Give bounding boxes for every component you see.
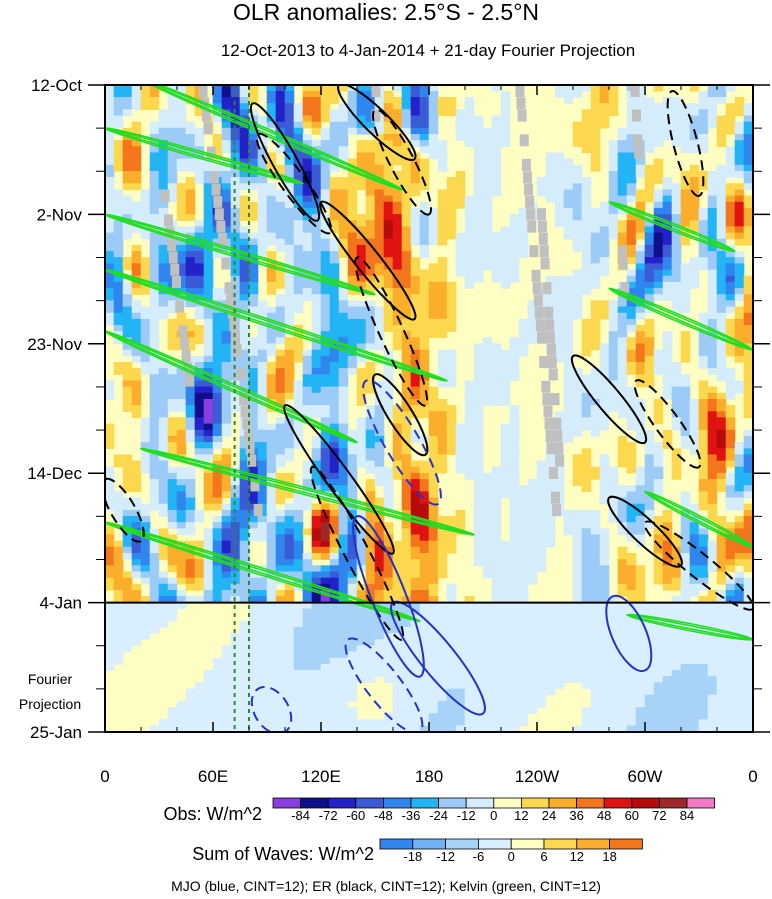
obs-colorbar-box-3 bbox=[355, 797, 384, 809]
obs-colorbar-label-9: 24 bbox=[542, 808, 556, 823]
er-contour-9 bbox=[570, 354, 648, 445]
er-contour-13 bbox=[666, 90, 705, 197]
x-tick-label-4: 120W bbox=[515, 767, 559, 786]
chart-subtitle: 12-Oct-2013 to 4-Jan-2014 + 21-day Fouri… bbox=[221, 41, 635, 60]
obs-colorbar-label-1: -72 bbox=[319, 808, 338, 823]
obs-colorbar-box-2 bbox=[327, 797, 357, 809]
obs-colorbar-label-4: -36 bbox=[402, 808, 421, 823]
waves-colorbar-title: Sum of Waves: W/m^2 bbox=[192, 844, 374, 864]
y-tick-label-5: 25-Jan bbox=[30, 723, 82, 742]
y-tick-label-1: 2-Nov bbox=[37, 205, 83, 224]
projection-label-line2: Projection bbox=[19, 696, 81, 712]
waves-colorbar-box-3 bbox=[477, 838, 512, 850]
obs-colorbar-label-0: -84 bbox=[291, 808, 310, 823]
x-tick-label-0: 0 bbox=[100, 767, 109, 786]
obs-colorbar: -84 -72 -60 -48 -36 -24 -12 0 12 24 36 48 60 72 84 bbox=[272, 797, 716, 823]
kelvin-contour-inner-2 bbox=[105, 213, 376, 296]
waves-colorbar-label-2: -6 bbox=[473, 849, 485, 864]
obs-colorbar-box-0 bbox=[272, 797, 302, 809]
mjo-contour-2 bbox=[605, 594, 653, 673]
er-contour-8 bbox=[309, 465, 405, 641]
chart-title: OLR anomalies: 2.5°S - 2.5°N bbox=[233, 0, 539, 25]
axes: 0 60E 120E 180 120W 60W 0 12-Oct 2-Nov 23-Nov 14-D… bbox=[27, 76, 770, 786]
x-tick-label-2: 120E bbox=[301, 767, 341, 786]
waves-colorbar-label-3: 0 bbox=[508, 849, 515, 864]
obs-colorbar-box-6 bbox=[438, 797, 467, 809]
obs-colorbar-box-5 bbox=[410, 797, 440, 809]
obs-colorbar-label-8: 12 bbox=[514, 808, 528, 823]
waves-colorbar-label-5: 12 bbox=[570, 849, 584, 864]
obs-colorbar-box-8 bbox=[493, 797, 522, 809]
er-contour-1 bbox=[371, 108, 433, 216]
waves-colorbar-label-6: 18 bbox=[602, 849, 616, 864]
obs-colorbar-label-13: 72 bbox=[652, 808, 666, 823]
obs-colorbar-label-11: 48 bbox=[597, 808, 611, 823]
waves-colorbar: -18 -12 -6 0 6 12 18 bbox=[379, 838, 643, 864]
x-tick-label-6: 0 bbox=[748, 767, 757, 786]
y-tick-label-0: 12-Oct bbox=[31, 76, 82, 95]
obs-colorbar-box-9 bbox=[521, 797, 550, 809]
waves-colorbar-box-0 bbox=[379, 838, 414, 850]
obs-colorbar-box-15 bbox=[686, 797, 716, 809]
er-contours bbox=[105, 85, 753, 641]
waves-colorbar-label-0: -18 bbox=[403, 849, 422, 864]
obs-colorbar-label-6: -12 bbox=[457, 808, 476, 823]
y-tick-label-2: 23-Nov bbox=[27, 335, 82, 354]
er-contour-2 bbox=[337, 85, 417, 161]
plot-area bbox=[105, 85, 753, 732]
x-tick-label-5: 60W bbox=[628, 767, 663, 786]
waves-colorbar-label-1: -12 bbox=[436, 849, 455, 864]
y-tick-label-4: 4-Jan bbox=[39, 594, 82, 613]
kelvin-contour-inner-1 bbox=[105, 127, 304, 185]
obs-colorbar-box-11 bbox=[576, 797, 605, 809]
waves-colorbar-box-5 bbox=[543, 838, 578, 850]
obs-colorbar-box-10 bbox=[548, 797, 578, 809]
er-contour-11 bbox=[633, 379, 702, 469]
waves-colorbar-box-1 bbox=[412, 838, 446, 850]
missing-data-cells bbox=[160, 85, 644, 516]
olr-anomaly-field bbox=[105, 85, 753, 732]
waves-colorbar-box-6 bbox=[576, 838, 610, 850]
y-tick-label-3: 14-Dec bbox=[27, 464, 82, 483]
er-contour-14 bbox=[105, 477, 145, 543]
obs-colorbar-label-10: 36 bbox=[569, 808, 583, 823]
obs-colorbar-box-12 bbox=[603, 797, 633, 809]
er-contour-4 bbox=[255, 132, 333, 235]
er-contour-6 bbox=[372, 373, 429, 457]
footnote: MJO (blue, CINT=12); ER (black, CINT=12)… bbox=[171, 878, 601, 894]
projection-label-line1: Fourier bbox=[28, 671, 73, 687]
er-contour-12 bbox=[643, 520, 753, 611]
mjo-contour-3 bbox=[362, 379, 442, 506]
obs-colorbar-box-4 bbox=[382, 797, 412, 809]
waves-colorbar-box-7 bbox=[609, 838, 643, 850]
obs-colorbar-box-14 bbox=[659, 797, 688, 809]
obs-colorbar-box-7 bbox=[465, 797, 495, 809]
waves-colorbar-box-4 bbox=[510, 838, 545, 850]
er-contour-7 bbox=[283, 404, 395, 555]
x-tick-label-1: 60E bbox=[198, 767, 228, 786]
waves-colorbar-label-4: 6 bbox=[540, 849, 547, 864]
waves-colorbar-box-2 bbox=[445, 838, 479, 850]
obs-colorbar-label-5: -24 bbox=[429, 808, 448, 823]
obs-colorbar-label-7: 0 bbox=[490, 808, 497, 823]
er-contour-3 bbox=[249, 102, 321, 222]
kelvin-contour-inner-7 bbox=[608, 201, 736, 253]
obs-colorbar-box-1 bbox=[300, 797, 329, 809]
obs-colorbar-label-12: 60 bbox=[625, 808, 639, 823]
er-contour-0 bbox=[319, 200, 417, 321]
x-tick-label-3: 180 bbox=[415, 767, 443, 786]
obs-colorbar-box-13 bbox=[631, 797, 660, 809]
kelvin-contour-inner-5 bbox=[140, 447, 475, 536]
reference-longitude-lines bbox=[233, 85, 250, 732]
obs-colorbar-label-3: -48 bbox=[374, 808, 393, 823]
obs-colorbar-label-2: -60 bbox=[346, 808, 365, 823]
kelvin-contour-inner-0 bbox=[140, 85, 403, 191]
obs-colorbar-label-14: 84 bbox=[680, 808, 694, 823]
obs-colorbar-title: Obs: W/m^2 bbox=[164, 804, 262, 824]
